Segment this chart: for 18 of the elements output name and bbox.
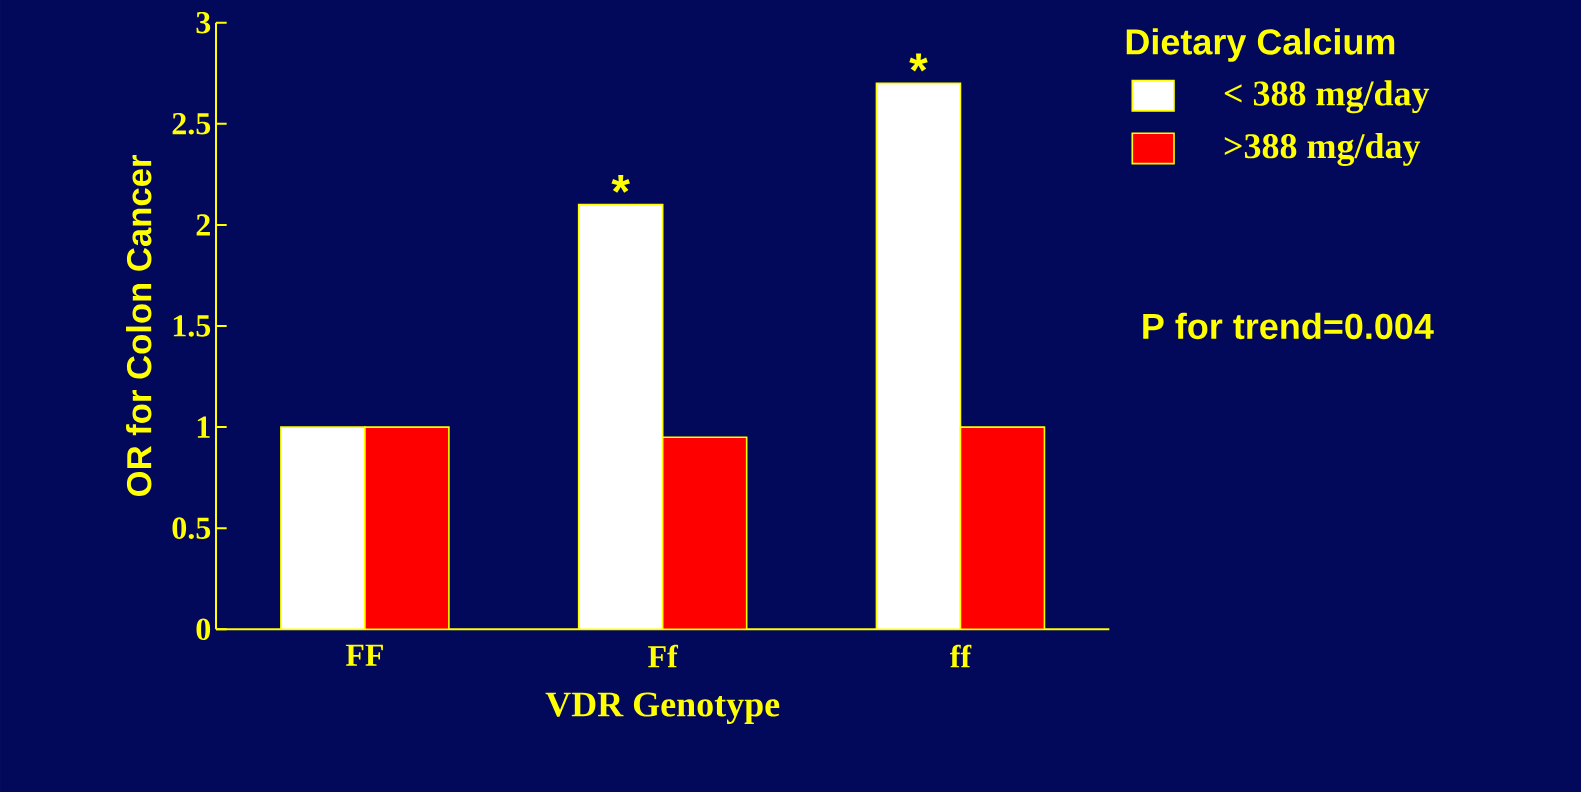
- x-axis-title: VDR Genotype: [545, 692, 780, 724]
- y-tick-label: 1: [197, 416, 210, 438]
- x-tick-label: FF: [345, 644, 383, 666]
- y-tick-label: 1.5: [173, 315, 211, 337]
- y-tick-label: 0.5: [172, 517, 211, 540]
- annotation: *: [611, 174, 630, 193]
- x-tick-label: Ff: [648, 644, 679, 668]
- y-tick-label: 3: [196, 11, 211, 34]
- text: P for trend=0.004: [1143, 312, 1434, 340]
- y-axis-title: OR for Colon Cancer: [126, 155, 152, 496]
- x-tick-label: ff: [950, 644, 972, 668]
- y-tick-label: 2: [196, 214, 210, 236]
- annotation: *: [909, 53, 928, 72]
- legend-label: < 388 mg/day: [1224, 80, 1430, 114]
- y-tick-label: 0: [196, 618, 211, 641]
- legend-title: Dietary Calcium: [1126, 28, 1395, 62]
- legend-label: >388 mg/day: [1224, 133, 1421, 166]
- y-tick-label: 2.5: [172, 112, 211, 135]
